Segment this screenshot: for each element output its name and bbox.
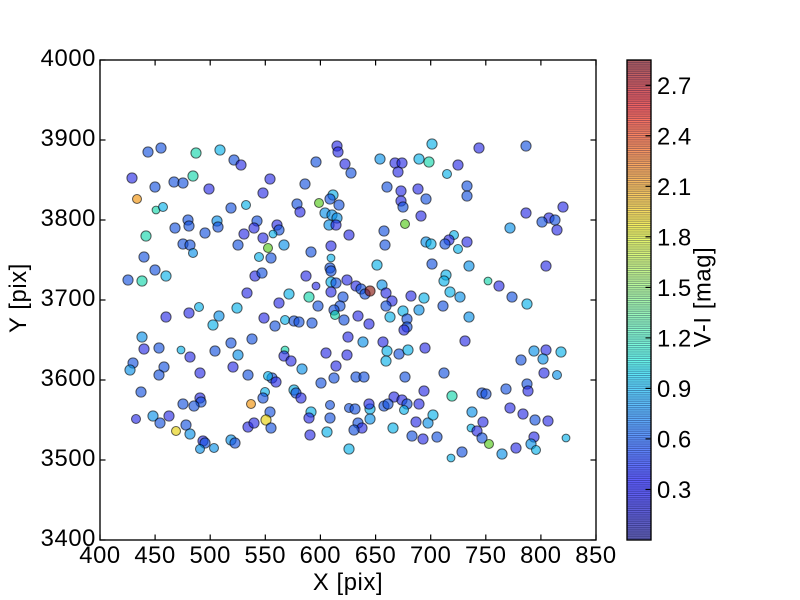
svg-text:750: 750 [465,542,507,569]
svg-text:3900: 3900 [41,125,96,152]
svg-text:2.4: 2.4 [657,123,692,150]
svg-text:2.7: 2.7 [657,73,692,100]
svg-text:600: 600 [300,542,342,569]
svg-text:3400: 3400 [41,525,96,552]
svg-text:550: 550 [245,542,287,569]
svg-text:2.1: 2.1 [657,174,692,201]
svg-text:650: 650 [355,542,397,569]
svg-text:1.2: 1.2 [657,326,692,353]
svg-text:Y [pix]: Y [pix] [5,263,32,333]
svg-text:450: 450 [134,542,176,569]
svg-text:800: 800 [520,542,562,569]
svg-text:4000: 4000 [41,45,96,72]
svg-text:X [pix]: X [pix] [313,569,383,596]
svg-text:0.9: 0.9 [657,376,692,403]
svg-text:850: 850 [575,542,617,569]
svg-text:3500: 3500 [41,445,96,472]
svg-text:1.8: 1.8 [657,224,692,251]
svg-text:0.3: 0.3 [657,477,692,504]
svg-text:0.6: 0.6 [657,427,692,454]
svg-text:400: 400 [79,542,121,569]
svg-text:3800: 3800 [41,205,96,232]
svg-text:500: 500 [189,542,231,569]
svg-text:3700: 3700 [41,285,96,312]
svg-text:V-I [mag]: V-I [mag] [690,247,717,348]
svg-text:1.5: 1.5 [657,275,692,302]
svg-text:3600: 3600 [41,365,96,392]
svg-text:700: 700 [410,542,452,569]
